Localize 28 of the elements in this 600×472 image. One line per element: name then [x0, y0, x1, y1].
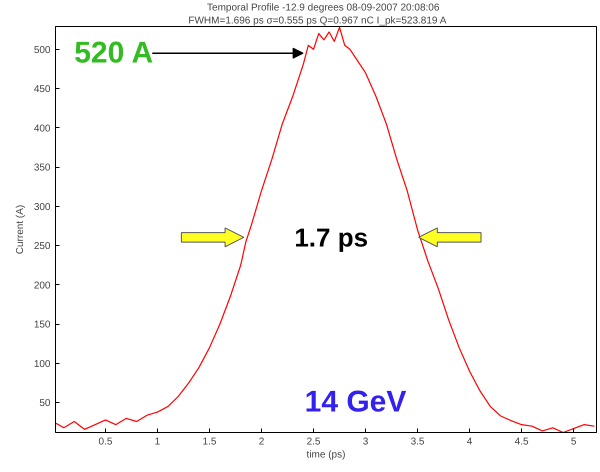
y-axis-title: Current (A) [14, 204, 26, 254]
annotation: 1.7 ps [294, 222, 368, 252]
x-tick-label: 2 [258, 436, 265, 448]
chart-title: Temporal Profile -12.9 degrees 08-09-2007 20:08:06 [207, 2, 440, 14]
y-tick-label: 350 [34, 162, 51, 174]
x-tick-label: 2.5 [306, 436, 321, 448]
x-tick-label: 1.5 [202, 436, 217, 448]
x-axis-title: time (ps) [306, 450, 346, 460]
y-tick-label: 200 [34, 280, 51, 292]
x-tick-label: 1 [154, 436, 161, 448]
y-tick-label: 250 [34, 241, 51, 252]
y-tick-label: 300 [34, 202, 51, 213]
y-tick-label: 500 [34, 44, 51, 56]
x-tick-label: 4.5 [514, 436, 529, 448]
annotation: 14 GeV [304, 386, 406, 418]
y-tick-label: 50 [39, 398, 51, 410]
y-tick-label: 150 [34, 320, 51, 331]
annotation: 520 A [74, 36, 154, 70]
line-series [56, 26, 596, 432]
y-tick-label: 100 [34, 358, 51, 370]
y-tick-label: 400 [34, 123, 51, 134]
x-tick-label: 4 [466, 436, 473, 448]
x-tick-label: 3.5 [410, 436, 425, 448]
x-tick-label: 0.5 [98, 436, 113, 448]
y-tick-label: 450 [34, 84, 51, 96]
x-tick-label: 5 [570, 436, 577, 448]
chart-subtitle: FWHM=1.696 ps σ=0.555 ps Q=0.967 nC I_pk=523.819 A [188, 16, 447, 26]
x-tick-label: 3 [362, 436, 369, 448]
